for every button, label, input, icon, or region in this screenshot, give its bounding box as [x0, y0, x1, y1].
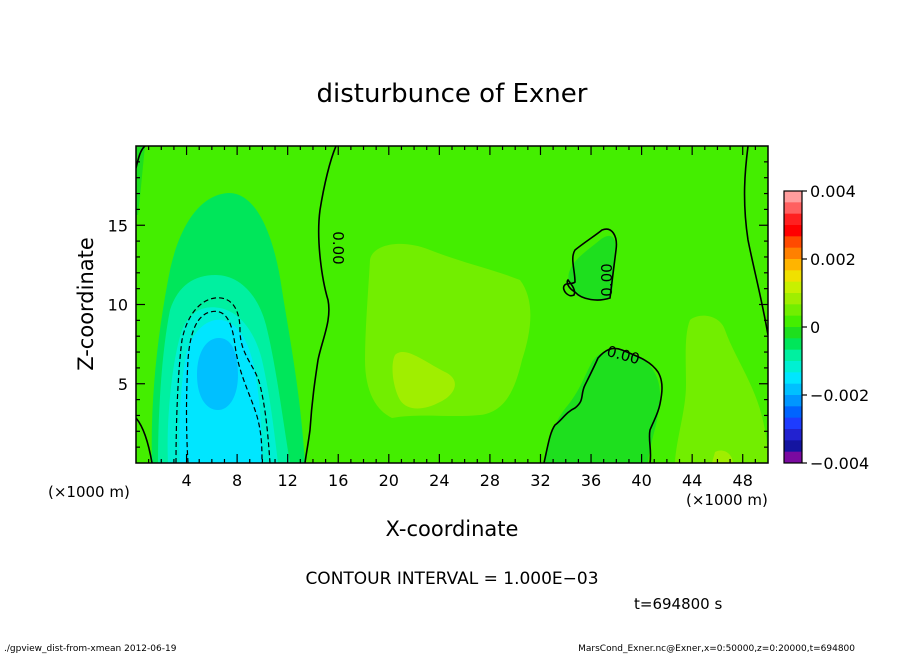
contour-zero-main	[304, 146, 337, 463]
field-negative-spot-upper	[568, 235, 616, 300]
x-tick-label: 12	[278, 471, 298, 490]
colorbar-tick-label: −0.004	[810, 454, 869, 473]
colorbar-swatch	[784, 236, 802, 249]
contour-zero-upper-island	[562, 228, 618, 301]
colorbar-swatch	[784, 281, 802, 294]
colorbar-swatch	[784, 406, 802, 419]
colorbar-swatch	[784, 361, 802, 373]
x-axis: 4 8 12 16 20 24 28 32 36 40 44 48	[148, 146, 756, 490]
colorbar-swatch	[784, 259, 802, 271]
contour-label-upper-island: 0.00	[598, 263, 616, 296]
field-positive-region-right	[675, 315, 768, 463]
contour-zero-lower-region	[543, 347, 663, 463]
y-unit-label: (×1000 m)	[48, 483, 130, 501]
x-tick-label: 36	[581, 471, 601, 490]
contour-dashed-outer	[185, 310, 263, 463]
y-tick-label: 5	[118, 375, 128, 394]
colorbar-swatch	[784, 372, 802, 385]
x-axis-label: X-coordinate	[386, 517, 519, 541]
plot-area	[136, 146, 768, 463]
colorbar-swatch	[784, 247, 802, 260]
x-tick-label: 32	[530, 471, 550, 490]
colorbar-swatch	[784, 327, 802, 339]
colorbar-swatch	[784, 315, 802, 328]
colorbar-swatch	[784, 395, 802, 407]
contour-zero-bottom-left	[136, 417, 153, 463]
x-tick-label: 40	[631, 471, 651, 490]
footer-right: MarsCond_Exner.nc@Exner,x=0:50000,z=0:20…	[578, 644, 855, 654]
contour-lines	[136, 146, 768, 463]
x-tick-label: 48	[733, 471, 753, 490]
time-text: t=694800 s	[634, 595, 722, 613]
chart-title: disturbunce of Exner	[317, 79, 588, 109]
colorbar-swatch	[784, 338, 802, 351]
colorbar-swatch	[784, 417, 802, 430]
x-tick-label: 24	[429, 471, 449, 490]
colorbar-swatch	[784, 429, 802, 441]
colorbar-swatch	[784, 225, 802, 237]
x-tick-label: 8	[232, 471, 242, 490]
y-tick-label: 10	[108, 296, 128, 315]
contour-interval-text: CONTOUR INTERVAL = 1.000E−03	[305, 569, 598, 589]
x-tick-label: 4	[181, 471, 191, 490]
colorbar-swatch	[784, 440, 802, 453]
colorbar-swatch	[784, 451, 802, 464]
x-tick-label: 20	[379, 471, 399, 490]
colorbar: 0.004 0.002 0 −0.002 −0.004	[783, 182, 869, 473]
x-tick-label: 16	[328, 471, 348, 490]
contour-dashed-inner	[175, 297, 271, 463]
colorbar-swatch	[784, 213, 802, 226]
colorbar-tick-label: 0.002	[810, 250, 856, 269]
colorbar-swatch	[784, 383, 802, 396]
footer-left: ./gpview_dist-from-xmean 2012-06-19	[4, 644, 177, 654]
field-negative-core	[197, 337, 238, 410]
colorbar-swatch	[784, 304, 802, 317]
contour-label-main: 0.00	[329, 231, 347, 264]
colorbar-tick-label: 0.004	[810, 182, 856, 201]
colorbar-tick-label: 0	[810, 318, 820, 337]
y-tick-label: 15	[108, 216, 128, 235]
colorbar-swatch	[784, 191, 802, 203]
colorbar-swatch	[784, 270, 802, 283]
field-positive-core	[392, 351, 455, 409]
contour-dashed-lines	[175, 297, 271, 463]
x-tick-label: 44	[682, 471, 702, 490]
field-negative-region-right	[545, 350, 660, 463]
colorbar-swatch	[784, 293, 802, 305]
field-negative-lobe-outer	[136, 146, 145, 215]
x-tick-label: 28	[480, 471, 500, 490]
y-axis: 5 10 15	[108, 161, 768, 448]
x-unit-label: (×1000 m)	[686, 491, 768, 509]
colorbar-swatch	[784, 349, 802, 362]
colorbar-swatch	[784, 202, 802, 215]
colorbar-tick-label: −0.002	[810, 386, 869, 405]
y-axis-label: Z-coordinate	[74, 237, 98, 371]
